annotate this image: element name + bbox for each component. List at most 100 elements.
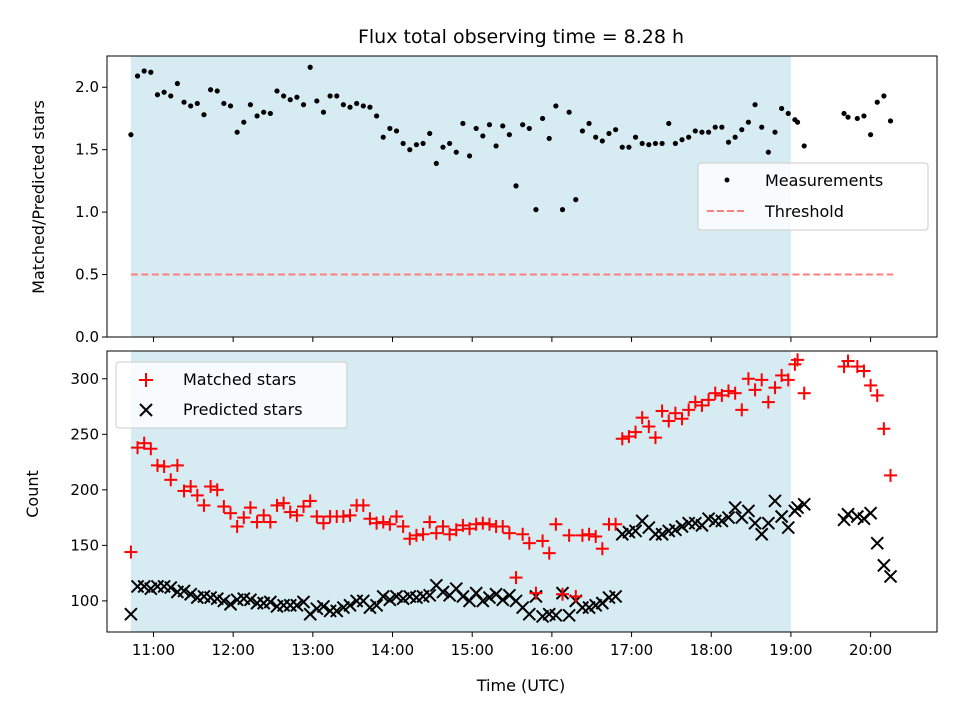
measurement-point bbox=[466, 153, 473, 159]
measurement-point bbox=[606, 130, 612, 137]
matched-star-point bbox=[230, 519, 244, 533]
matched-star-point bbox=[775, 368, 789, 382]
matched-star-point bbox=[569, 589, 583, 603]
measurement-point bbox=[868, 132, 874, 138]
measurement-point bbox=[274, 88, 280, 94]
measurement-point bbox=[672, 140, 678, 147]
predicted-star-point bbox=[741, 504, 756, 518]
matched-star-point bbox=[688, 395, 702, 409]
predicted-star-point bbox=[223, 597, 238, 611]
matched-star-point bbox=[841, 354, 855, 368]
matched-star-point bbox=[536, 534, 550, 548]
matched-star-point bbox=[263, 515, 277, 529]
matched-star-point bbox=[509, 571, 523, 585]
legend-predicted-label: Predicted stars bbox=[183, 400, 303, 419]
matched-star-point bbox=[131, 441, 145, 455]
y-tick-label: 1.0 bbox=[75, 203, 99, 221]
predicted-star-point bbox=[781, 520, 795, 535]
ratio-legend: Measurements Threshold bbox=[697, 162, 929, 231]
predicted-star-point bbox=[761, 516, 776, 530]
matched-star-point bbox=[184, 480, 198, 494]
measurement-point bbox=[599, 138, 605, 144]
measurement-point bbox=[646, 142, 652, 148]
measurement-point bbox=[400, 140, 406, 147]
y-tick-label: 0.0 bbox=[75, 328, 99, 346]
measurement-point bbox=[214, 88, 220, 94]
ratio-panel-frame bbox=[106, 55, 938, 338]
matched-star-point bbox=[781, 373, 795, 387]
measurement-point bbox=[874, 99, 880, 105]
measurement-point bbox=[327, 93, 333, 99]
matched-star-point bbox=[675, 412, 689, 426]
measurement-point bbox=[287, 97, 293, 103]
matched-star-point bbox=[589, 529, 603, 543]
matched-star-point bbox=[456, 518, 470, 532]
matched-star-point bbox=[190, 488, 204, 502]
legend-threshold-label: Threshold bbox=[764, 202, 844, 221]
measurement-point bbox=[427, 130, 433, 137]
predicted-star-point bbox=[721, 510, 736, 525]
matched-star-point bbox=[877, 422, 891, 436]
predicted-star-point bbox=[243, 593, 258, 607]
x-axis-label: Time (UTC) bbox=[476, 676, 565, 695]
predicted-star-point bbox=[715, 514, 729, 528]
matched-star-point bbox=[791, 353, 805, 367]
measurement-point bbox=[500, 123, 506, 129]
matched-star-point bbox=[768, 381, 782, 395]
matched-star-point bbox=[668, 406, 682, 420]
measurement-point bbox=[553, 103, 559, 109]
measurement-point bbox=[300, 102, 307, 108]
measurement-point bbox=[393, 128, 400, 134]
measurement-point bbox=[201, 112, 207, 118]
matched-star-point bbox=[376, 515, 390, 529]
matched-star-point bbox=[582, 527, 596, 541]
measurement-point bbox=[626, 144, 632, 150]
predicted-star-point bbox=[870, 536, 884, 550]
legend-predicted-marker bbox=[139, 403, 153, 417]
measurement-point bbox=[881, 93, 887, 99]
measurement-point bbox=[526, 125, 532, 132]
measurement-point bbox=[440, 144, 446, 150]
count-panel: 11:00 12:00 13:00 14:00 15:00 16:00 17:00 18:00… bbox=[23, 350, 938, 695]
measurement-point bbox=[334, 93, 340, 99]
matched-star-point bbox=[595, 542, 609, 556]
measurement-point bbox=[241, 119, 247, 125]
measurement-point bbox=[161, 89, 167, 95]
matched-star-point bbox=[343, 508, 357, 522]
matched-star-point bbox=[529, 586, 543, 600]
matched-star-point bbox=[516, 527, 530, 541]
predicted-star-point bbox=[675, 519, 689, 534]
predicted-star-point bbox=[608, 589, 623, 604]
measurement-point bbox=[692, 128, 698, 134]
matched-star-point bbox=[728, 386, 742, 400]
count-legend: Matched stars Predicted stars bbox=[115, 361, 348, 429]
predicted-star-point bbox=[383, 593, 397, 607]
matched-star-point bbox=[682, 403, 696, 417]
measurement-point bbox=[719, 124, 725, 130]
matched-star-point bbox=[549, 517, 563, 531]
predicted-star-point bbox=[883, 569, 898, 584]
matched-star-point bbox=[383, 517, 397, 531]
matched-star-point bbox=[290, 508, 304, 522]
x-tick-label: 14:00 bbox=[371, 641, 414, 659]
predicted-star-point bbox=[330, 604, 344, 618]
matched-star-point bbox=[197, 498, 211, 512]
predicted-star-point bbox=[164, 580, 178, 595]
matched-star-point bbox=[496, 519, 510, 533]
matched-star-point bbox=[403, 532, 417, 546]
measurement-point bbox=[679, 137, 685, 143]
measurement-point bbox=[367, 104, 373, 110]
matched-star-point bbox=[283, 505, 297, 519]
measurement-point bbox=[639, 140, 645, 147]
y-tick-label: 0.5 bbox=[75, 266, 99, 284]
matched-star-point bbox=[310, 509, 324, 523]
matched-star-point bbox=[702, 393, 716, 407]
measurement-point bbox=[433, 160, 439, 167]
measurement-point bbox=[845, 114, 851, 120]
y-tick-label: 150 bbox=[70, 536, 99, 554]
measurement-point bbox=[373, 113, 380, 119]
measurement-point bbox=[320, 109, 327, 115]
measurement-point bbox=[134, 73, 141, 79]
measurement-point bbox=[765, 149, 771, 155]
chart-title: Flux total observing time = 8.28 h bbox=[358, 26, 684, 48]
